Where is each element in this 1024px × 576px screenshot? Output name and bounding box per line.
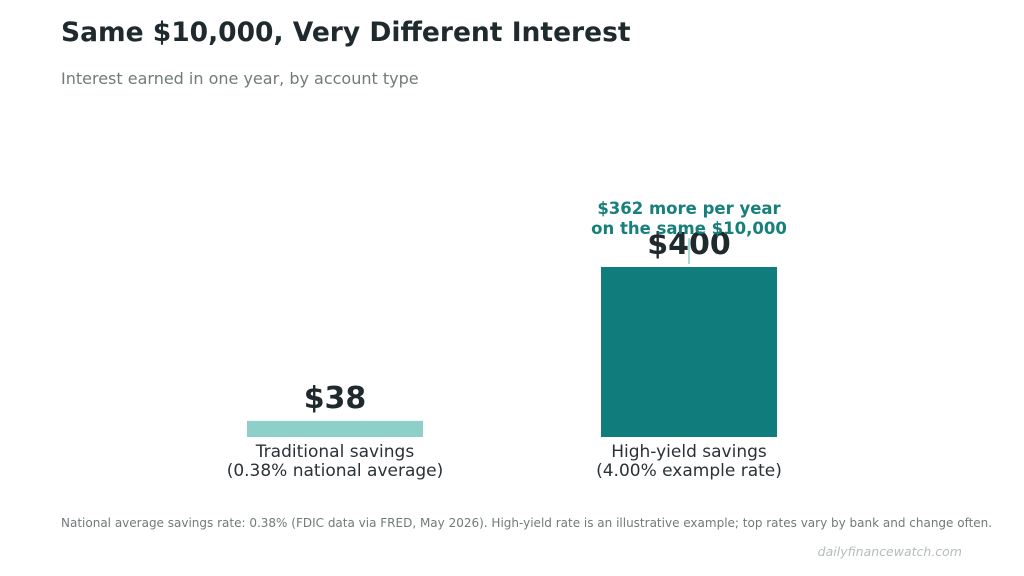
annotation-text-line-0: $362 more per year (597, 199, 781, 218)
bar-0 (247, 420, 423, 437)
category-label-1-line-1: (4.00% example rate) (596, 461, 782, 481)
chart-title: Same $10,000, Very Different Interest (61, 17, 631, 48)
bar-1 (601, 267, 777, 437)
source-credit: dailyfinancewatch.com (817, 544, 962, 559)
category-label-0-line-1: (0.38% national average) (227, 461, 444, 481)
value-label-0: $38 (304, 381, 367, 416)
footnote: National average savings rate: 0.38% (FD… (61, 516, 993, 530)
category-label-0-line-0: Traditional savings (255, 442, 415, 462)
annotation-text-line-1: on the same $10,000 (591, 219, 787, 238)
chart-subtitle: Interest earned in one year, by account … (61, 69, 419, 88)
category-label-1-line-0: High-yield savings (611, 442, 767, 462)
